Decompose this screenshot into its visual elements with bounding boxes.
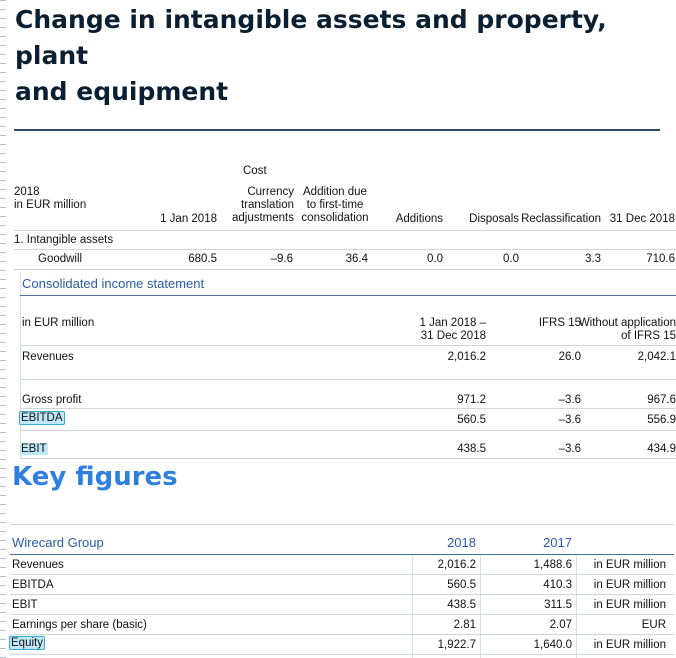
kf-label-equity: Equity <box>9 636 45 650</box>
cell-ebitda-period: 560.5 <box>457 414 486 426</box>
income-rule-2 <box>20 408 676 409</box>
cell-gross-profit-period: 971.2 <box>457 394 486 406</box>
kf-revenues-unit: in EUR million <box>593 559 666 571</box>
page-title-line-1: Change in intangible assets and property… <box>15 5 607 70</box>
cost-group-header: Cost <box>243 165 267 177</box>
kf-label-ebitda: EBITDA <box>12 579 54 591</box>
kf-equity-unit: in EUR million <box>593 639 666 651</box>
section-label-intangible: 1. Intangible assets <box>14 234 114 246</box>
col-header-without-line-2: of IFRS 15 <box>621 330 676 342</box>
row-label-ebit: EBIT <box>20 443 48 455</box>
income-statement-title: Consolidated income statement <box>22 276 205 291</box>
cell-revenues-without: 2,042.1 <box>637 351 676 363</box>
kf-ebit-2018: 438.5 <box>447 599 476 611</box>
row-label-gross-profit: Gross profit <box>22 394 82 406</box>
income-bottom-rule <box>20 458 676 459</box>
income-title-rule <box>20 295 676 296</box>
col-header-period-line-1: 1 Jan 2018 – <box>419 317 486 329</box>
income-left-edge <box>20 272 21 458</box>
kf-ebit-unit: in EUR million <box>593 599 666 611</box>
row-label-revenues: Revenues <box>22 351 74 363</box>
kf-equity-2018: 1,922.7 <box>437 639 476 651</box>
kf-revenues-2018: 2,016.2 <box>437 559 476 571</box>
kf-equity-2017: 1,640.0 <box>533 639 572 651</box>
col-header-jan: 1 Jan 2018 <box>160 213 217 225</box>
asset-section-rule <box>14 249 676 250</box>
cell-goodwill-dec: 710.6 <box>646 253 675 265</box>
page-margin-ticks <box>0 0 6 658</box>
kf-ebitda-2018: 560.5 <box>447 579 476 591</box>
page-title-line-2: and equipment <box>15 77 229 106</box>
kf-col-divider-2 <box>480 555 481 658</box>
kf-label-revenues: Revenues <box>12 559 64 571</box>
kf-rule-2 <box>10 594 674 595</box>
kf-ebit-2017: 311.5 <box>544 599 572 611</box>
key-figures-header-rule <box>10 554 674 555</box>
col-header-dec: 31 Dec 2018 <box>609 213 675 225</box>
kf-ebitda-unit: in EUR million <box>593 579 666 591</box>
cell-revenues-period: 2,016.2 <box>447 351 486 363</box>
kf-rule-3 <box>10 614 674 615</box>
kf-revenues-2017: 1,488.6 <box>533 559 572 571</box>
kf-col-divider-1 <box>412 555 413 658</box>
income-rule-1 <box>20 379 676 380</box>
cell-ebitda-ifrs15: –3.6 <box>558 414 581 426</box>
cell-ebit-ifrs15: –3.6 <box>558 443 581 455</box>
kf-ebitda-2017: 410.3 <box>543 579 572 591</box>
key-figures-group-label: Wirecard Group <box>12 535 104 550</box>
cell-goodwill-currency: –9.6 <box>270 253 293 265</box>
cell-goodwill-additions: 0.0 <box>427 253 443 265</box>
title-rule <box>14 129 660 131</box>
col-header-disposals: Disposals <box>469 213 519 225</box>
col-header-without-line-1: Without application <box>578 317 676 329</box>
income-header-rule <box>20 345 676 346</box>
col-header-period-line-2: 31 Dec 2018 <box>420 330 486 342</box>
kf-col-divider-3 <box>576 555 577 658</box>
kf-label-ebit: EBIT <box>12 599 38 611</box>
col-header-addition-consolidation: Addition due to first-time consolidation <box>301 186 369 224</box>
income-rule-3 <box>20 430 676 431</box>
cell-gross-profit-ifrs15: –3.6 <box>558 394 581 406</box>
kf-label-eps: Earnings per share (basic) <box>12 619 147 631</box>
kf-bottom-rule <box>10 654 674 655</box>
cell-goodwill-addition-consolidation: 36.4 <box>345 253 368 265</box>
col-header-additions: Additions <box>395 213 443 225</box>
income-row-header: in EUR million <box>22 317 95 329</box>
row-label-goodwill: Goodwill <box>38 253 83 265</box>
key-figures-title: Key figures <box>12 462 178 492</box>
cell-revenues-ifrs15: 26.0 <box>558 351 581 363</box>
asset-bottom-rule <box>14 269 676 270</box>
col-header-2018: 2018 <box>447 535 476 550</box>
kf-eps-unit: EUR <box>641 619 666 631</box>
key-figures-top-rule <box>10 524 674 525</box>
cell-ebitda-without: 556.9 <box>647 414 676 426</box>
cell-ebit-period: 438.5 <box>457 443 486 455</box>
cell-goodwill-reclassification: 3.3 <box>585 253 601 265</box>
kf-rule-1 <box>10 574 674 575</box>
cell-ebit-without: 434.9 <box>647 443 676 455</box>
col-header-currency: Currency translation adjustments <box>231 186 294 224</box>
kf-eps-2018: 2.81 <box>453 619 476 631</box>
col-header-2017: 2017 <box>543 535 572 550</box>
kf-rule-4 <box>10 634 674 635</box>
asset-row-header-year: 2018 <box>14 186 40 198</box>
page-title: Change in intangible assets and property… <box>15 2 665 110</box>
asset-header-rule <box>14 230 676 231</box>
asset-row-header-unit: in EUR million <box>14 199 87 211</box>
row-label-ebitda: EBITDA <box>19 411 65 425</box>
col-header-reclassification: Reclassification <box>521 213 601 225</box>
cell-goodwill-jan: 680.5 <box>188 253 217 265</box>
cell-gross-profit-without: 967.6 <box>647 394 676 406</box>
cell-goodwill-disposals: 0.0 <box>503 253 519 265</box>
col-header-ifrs15: IFRS 15 <box>538 317 581 329</box>
kf-eps-2017: 2.07 <box>549 619 572 631</box>
